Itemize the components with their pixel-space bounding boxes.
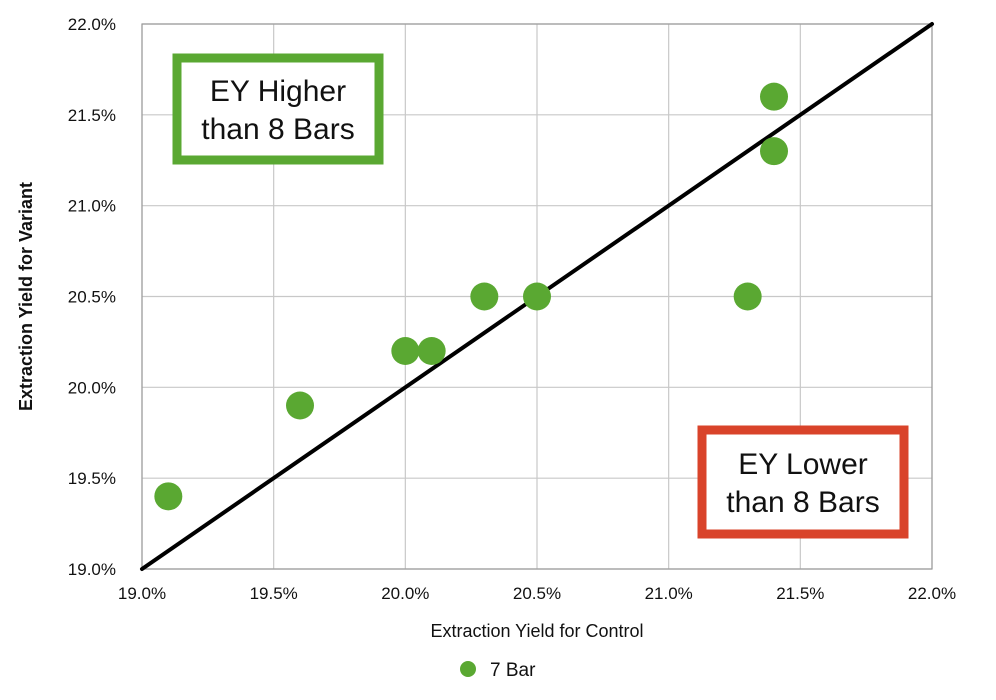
x-tick-label: 22.0%: [908, 584, 956, 603]
data-point: [391, 337, 420, 365]
x-tick-label: 21.5%: [776, 584, 824, 603]
y-axis-title: Extraction Yield for Variant: [16, 182, 36, 411]
annotation-ey-higher: EY Higher than 8 Bars: [172, 53, 384, 165]
legend-marker-7-bar: [460, 661, 476, 677]
data-point: [523, 282, 551, 311]
x-axis-title: Extraction Yield for Control: [430, 621, 643, 641]
y-tick-label: 21.5%: [68, 106, 116, 125]
y-tick-labels: 19.0% 19.5% 20.0% 20.5% 21.0% 21.5% 22.0%: [68, 15, 116, 579]
data-point: [760, 82, 788, 111]
annotation-ey-lower-line-1: EY Lower: [738, 448, 868, 481]
y-tick-label: 20.0%: [68, 378, 116, 397]
x-tick-label: 19.0%: [118, 584, 166, 603]
data-point: [733, 282, 762, 311]
data-point: [154, 482, 183, 511]
annotation-ey-lower: EY Lower than 8 Bars: [697, 425, 909, 539]
annotation-ey-lower-line-2: than 8 Bars: [726, 486, 879, 519]
x-tick-labels: 19.0% 19.5% 20.0% 20.5% 21.0% 21.5% 22.0%: [118, 584, 956, 603]
y-tick-label: 22.0%: [68, 15, 116, 34]
legend: 7 Bar: [460, 660, 536, 681]
annotation-ey-higher-box: [172, 53, 384, 165]
x-tick-label: 20.0%: [381, 584, 429, 603]
plot-frame: [141, 23, 933, 570]
annotation-ey-higher-line-1: EY Higher: [210, 75, 346, 108]
x-tick-label: 19.5%: [250, 584, 298, 603]
x-tick-label: 20.5%: [513, 584, 561, 603]
annotation-ey-lower-box: [697, 425, 909, 539]
y-tick-label: 21.0%: [68, 197, 116, 216]
x-tick-label: 21.0%: [645, 584, 693, 603]
data-point: [286, 391, 314, 420]
y-tick-label: 20.5%: [68, 288, 116, 307]
data-point: [470, 282, 499, 311]
data-point: [760, 137, 788, 166]
annotation-ey-higher-line-2: than 8 Bars: [201, 113, 354, 146]
data-points: [154, 82, 788, 511]
legend-label-7-bar: 7 Bar: [490, 660, 536, 681]
y-tick-label: 19.0%: [68, 560, 116, 579]
y-tick-label: 19.5%: [68, 469, 116, 488]
data-point: [417, 337, 446, 365]
